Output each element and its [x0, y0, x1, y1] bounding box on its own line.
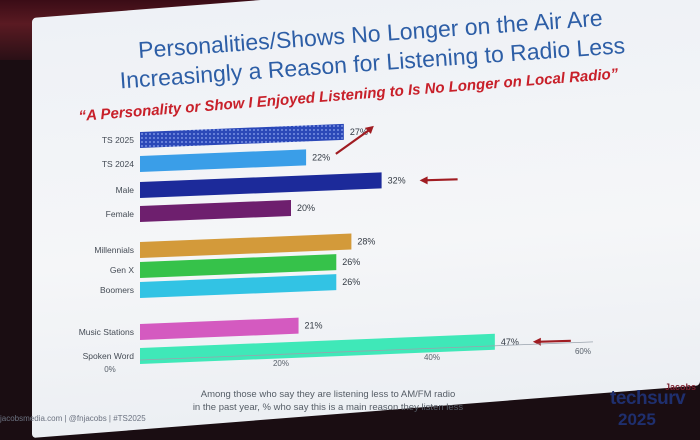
highlight-arrowhead [364, 125, 374, 134]
value-label: 20% [297, 203, 315, 213]
chart-footnote: Among those who say they are listening l… [178, 388, 478, 414]
category-label: TS 2024 [102, 159, 134, 169]
footnote-line-2: in the past year, % who say this is a ma… [192, 402, 464, 413]
bar-ts-2024 [140, 149, 307, 172]
logo-name: techsurv [610, 388, 686, 409]
x-tick-label: 20% [273, 359, 289, 368]
highlight-arrow [335, 127, 372, 155]
highlight-arrow [423, 178, 458, 182]
value-label: 22% [312, 152, 330, 162]
footnote-line-1: Among those who say they are listening l… [200, 389, 456, 400]
bar-spoken-word [140, 333, 495, 364]
logo-brand: Jacobs [664, 382, 696, 392]
category-label: Gen X [110, 265, 134, 275]
techsurvey-logo: Jacobs techsurv 2025 [606, 382, 700, 434]
category-label: Spoken Word [83, 351, 135, 361]
category-label: Millennials [94, 245, 134, 255]
category-label: Male [116, 185, 135, 195]
category-label: Female [106, 209, 135, 219]
value-label: 32% [388, 175, 406, 185]
value-label: 21% [305, 321, 323, 331]
bar-boomers [140, 274, 337, 298]
x-tick-label: 0% [104, 365, 116, 374]
logo-year: 2025 [618, 410, 656, 429]
category-label: Boomers [100, 285, 134, 295]
value-label: 47% [501, 337, 519, 347]
value-label: 28% [357, 237, 375, 247]
value-label: 26% [342, 257, 360, 267]
bar-male [140, 172, 382, 198]
highlight-arrowhead [419, 176, 428, 185]
bar-ts-2025 [140, 123, 344, 148]
highlight-arrow [536, 339, 571, 343]
source-credit: jacobsmedia.com | @fnjacobs | #TS2025 [0, 414, 146, 423]
bar-gen-x [140, 254, 337, 278]
x-axis [139, 341, 594, 361]
x-tick-label: 60% [575, 347, 591, 356]
bar-female [140, 199, 291, 222]
bar-music-stations [140, 317, 299, 340]
category-label: TS 2025 [102, 135, 134, 145]
value-label: 27% [350, 127, 368, 137]
category-label: Music Stations [79, 327, 134, 337]
x-tick-label: 40% [424, 353, 440, 362]
value-label: 26% [342, 277, 360, 287]
bar-millennials [140, 233, 352, 258]
